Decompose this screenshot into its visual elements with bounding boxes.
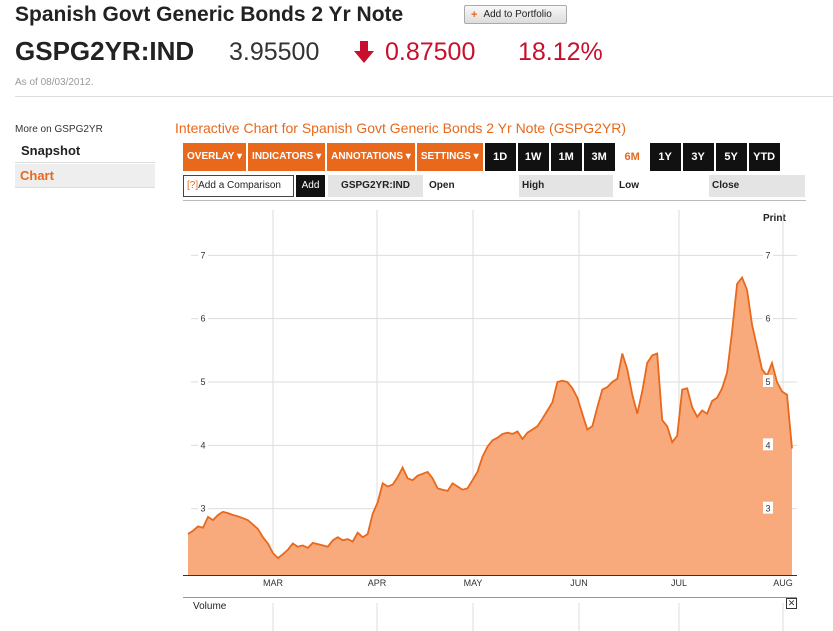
close-volume-icon[interactable]: ✕ [786,598,797,609]
page-title: Spanish Govt Generic Bonds 2 Yr Note [15,3,404,26]
indicators-menu[interactable]: INDICATORS ▾ [248,143,326,171]
as-of-date: As of 08/03/2012. [15,77,94,88]
range-1w[interactable]: 1W [517,143,549,171]
add-comparison-button[interactable]: Add [296,175,325,197]
range-1d[interactable]: 1D [484,143,516,171]
y-tick-label-right: 7 [765,250,770,260]
y-tick-label-left: 3 [200,504,205,514]
y-tick-label-left: 7 [200,250,205,260]
y-tick-label-left: 4 [200,440,205,450]
overlay-menu[interactable]: OVERLAY ▾ [183,143,247,171]
compare-row: [?]Add a Comparison Add GSPG2YR:IND Open… [183,175,806,197]
y-tick-bg [763,438,773,451]
y-tick-bg [198,311,208,324]
y-tick-bg [198,375,208,387]
y-tick-label-right: 3 [765,504,770,514]
y-tick-label-right: 4 [765,440,770,450]
compare-divider [183,200,806,201]
more-on-label: More on GSPG2YR [15,124,103,135]
x-tick-label: JUN [570,578,588,588]
settings-menu[interactable]: SETTINGS ▾ [416,143,483,171]
price-change: 0.87500 [385,38,476,66]
range-3m[interactable]: 3M [583,143,615,171]
help-icon[interactable]: [?] [187,180,199,191]
y-tick-label-right: 5 [765,377,770,387]
sidebar-item-snapshot[interactable]: Snapshot [15,139,155,163]
range-6m[interactable]: 6M [616,143,648,171]
high-label: High [519,175,613,197]
open-label: Open [429,180,455,191]
chart-heading: Interactive Chart for Spanish Govt Gener… [175,120,627,136]
x-tick-label: JUL [671,578,687,588]
down-arrow-icon [354,41,374,63]
y-tick-label-right: 6 [765,314,770,324]
price-area [188,277,792,575]
y-tick-bg [763,311,773,324]
y-tick-bg [763,248,773,261]
range-ytd[interactable]: YTD [748,143,780,171]
chart-toolbar: OVERLAY ▾ INDICATORS ▾ ANNOTATIONS ▾ SET… [183,143,782,171]
x-tick-label: APR [368,578,387,588]
sidebar-item-chart[interactable]: Chart [15,164,155,188]
y-tick-bg [198,248,208,261]
last-price: 3.95500 [229,38,320,66]
range-1y[interactable]: 1Y [649,143,681,171]
header-divider [15,96,833,97]
price-change-percent: 18.12% [518,38,603,66]
x-tick-label: AUG [773,578,793,588]
range-3y[interactable]: 3Y [682,143,714,171]
add-to-portfolio-label: Add to Portfolio [483,9,552,20]
y-tick-bg [763,375,773,387]
y-tick-bg [763,501,773,514]
x-tick-label: MAY [464,578,483,588]
add-to-portfolio-button[interactable]: + Add to Portfolio [464,5,567,24]
y-tick-bg [198,501,208,514]
plus-icon: + [471,8,478,21]
symbol-label: GSPG2YR:IND [328,175,423,197]
ticker-symbol: GSPG2YR:IND [15,36,195,66]
y-tick-bg [198,438,208,451]
volume-label: Volume [193,601,227,612]
annotations-menu[interactable]: ANNOTATIONS ▾ [327,143,415,171]
y-tick-label-left: 6 [200,314,205,324]
range-1m[interactable]: 1M [550,143,582,171]
add-comparison-input[interactable]: [?]Add a Comparison [183,175,294,197]
add-comparison-placeholder: Add a Comparison [198,180,281,191]
print-button[interactable]: Print [763,213,786,224]
x-tick-label: MAR [263,578,284,588]
range-5y[interactable]: 5Y [715,143,747,171]
y-tick-label-left: 5 [200,377,205,387]
price-line [187,275,793,560]
close-label: Close [709,175,805,197]
low-label: Low [619,180,639,191]
